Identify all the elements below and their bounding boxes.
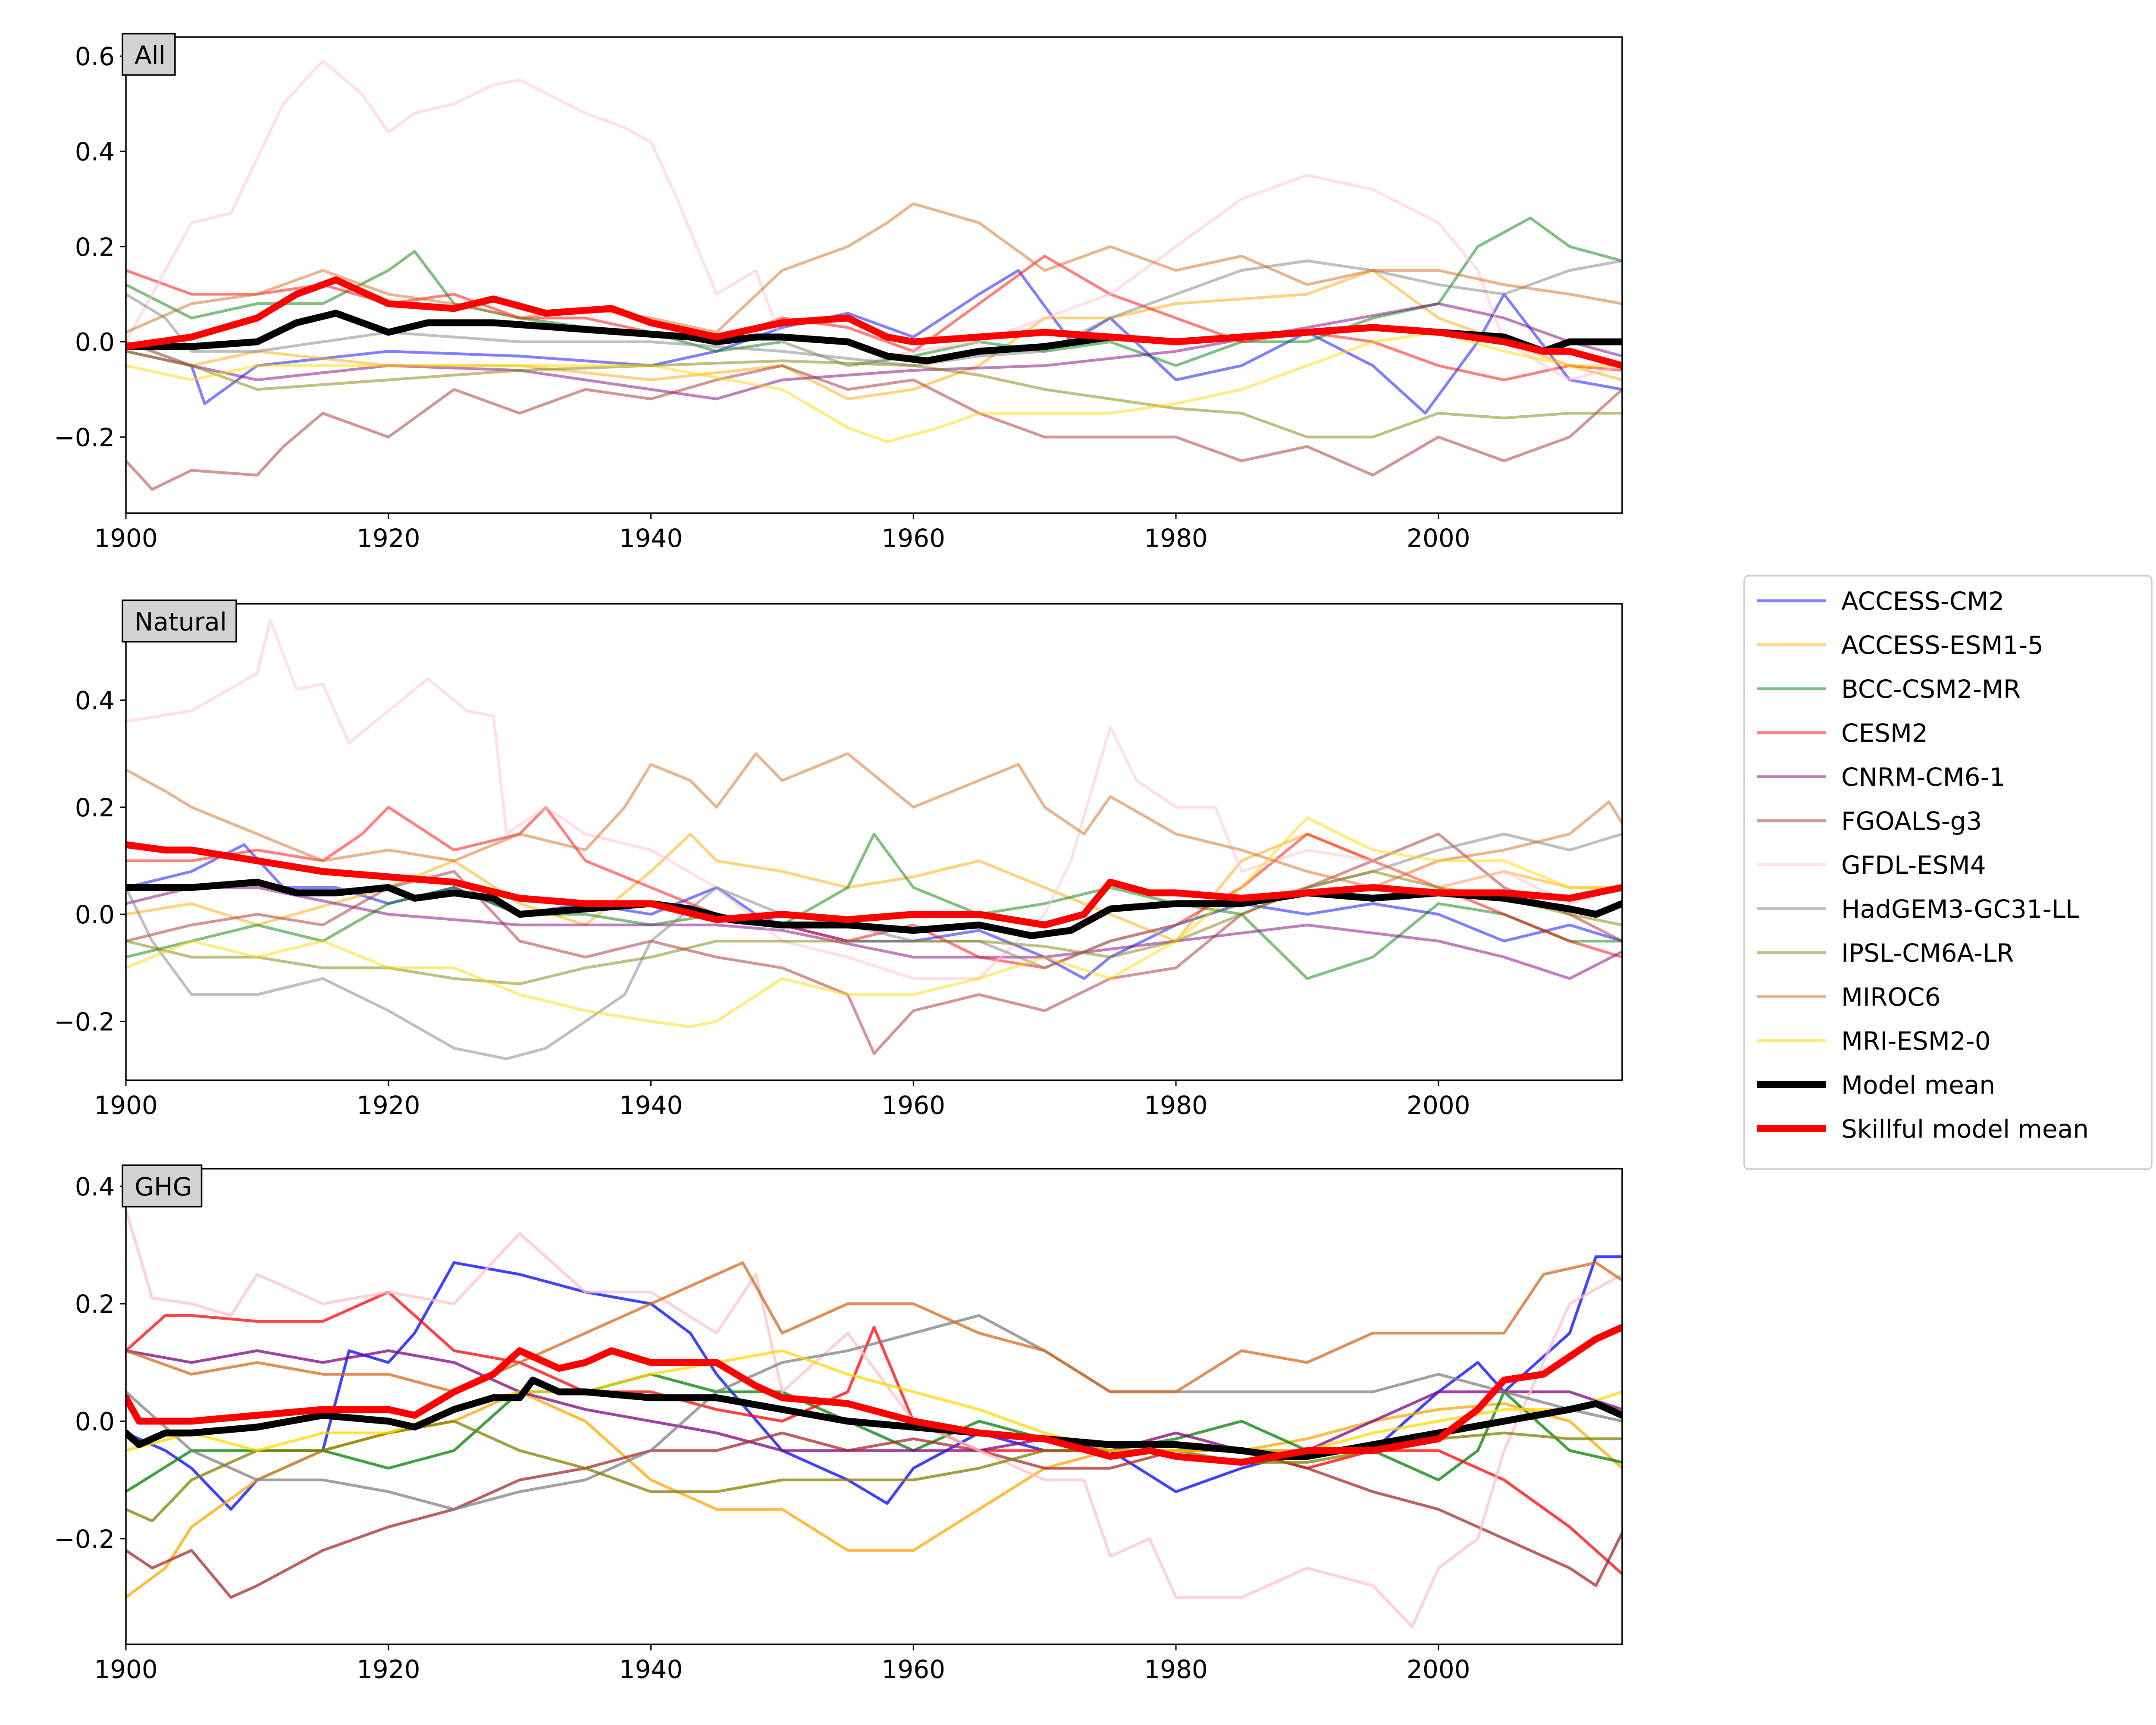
y-tick-label: 0.4 bbox=[75, 137, 115, 166]
series-line-gfdl-esm4 bbox=[126, 59, 1622, 382]
y-tick-label: 0.4 bbox=[75, 686, 115, 715]
y-tick-label: 0.6 bbox=[75, 42, 115, 71]
panel-label-box bbox=[122, 33, 176, 76]
x-tick-label: 2000 bbox=[1407, 1091, 1470, 1120]
x-tick-label: 1980 bbox=[1144, 1091, 1208, 1120]
axes-frame bbox=[125, 1168, 1623, 1645]
legend: ACCESS-CM2 ACCESS-ESM1-5 BCC-CSM2-MR CESM2 C… bbox=[1743, 575, 2153, 1170]
x-tick-label: 2000 bbox=[1407, 524, 1470, 553]
legend-label: Model mean bbox=[1841, 1070, 1995, 1100]
panel-natural: −0.2 0.0 0.2 0.4 1900 1920 1940 1960 1980 2000 Nat… bbox=[54, 599, 1623, 1120]
series-group bbox=[126, 1208, 1622, 1628]
x-tick-label: 1940 bbox=[619, 1655, 683, 1684]
x-tick-label: 1920 bbox=[357, 524, 420, 553]
y-tick-label: 0.2 bbox=[75, 793, 115, 822]
x-tick-label: 1980 bbox=[1144, 524, 1208, 553]
panel-label-box bbox=[122, 1164, 203, 1208]
x-tick-label: 1940 bbox=[619, 524, 683, 553]
x-tick-label: 1960 bbox=[882, 524, 946, 553]
panel-label-box bbox=[122, 599, 237, 643]
legend-label: HadGEM3-GC31-LL bbox=[1841, 894, 2079, 924]
legend-label: MIROC6 bbox=[1841, 982, 1941, 1012]
series-line-cnrm-cm6-1 bbox=[126, 302, 1622, 401]
series-line-hadgem3-gc31-ll bbox=[126, 259, 1622, 367]
y-tick-label: 0.4 bbox=[75, 1172, 115, 1201]
legend-label: MRI-ESM2-0 bbox=[1841, 1026, 1991, 1056]
series-line-cnrm-cm6-1 bbox=[126, 886, 1622, 980]
series-line-cnrm-cm6-1 bbox=[126, 1349, 1622, 1452]
series-line-mri-esm2-0 bbox=[126, 1349, 1622, 1452]
y-tick-label: 0.0 bbox=[75, 900, 115, 929]
legend-label: BCC-CSM2-MR bbox=[1841, 674, 2021, 704]
legend-label: CESM2 bbox=[1841, 718, 1928, 748]
panels: −0.2 0.0 0.2 0.4 0.6 1900 1920 1940 1960 1980 2000… bbox=[54, 33, 1623, 1684]
series-line-hadgem3-gc31-ll bbox=[126, 1314, 1622, 1511]
legend-label: IPSL-CM6A-LR bbox=[1841, 938, 2014, 968]
series-line-ipsl-cm6a-lr bbox=[126, 870, 1622, 985]
series-line-access-cm2 bbox=[126, 269, 1622, 415]
x-tick-label: 1900 bbox=[94, 1655, 158, 1684]
legend-label: Skillful model mean bbox=[1841, 1114, 2089, 1144]
legend-label: FGOALS-g3 bbox=[1841, 806, 1982, 836]
series-line-skillful-model-mean bbox=[126, 841, 1622, 928]
x-tick-label: 1960 bbox=[882, 1091, 946, 1120]
x-tick-label: 1940 bbox=[619, 1091, 683, 1120]
panel-label: All bbox=[135, 41, 166, 70]
x-tick-label: 1900 bbox=[94, 1091, 158, 1120]
panel-label: Natural bbox=[135, 607, 227, 637]
series-group bbox=[126, 618, 1622, 1060]
series-line-skillful-model-mean bbox=[126, 276, 1622, 369]
series-line-cesm2 bbox=[126, 806, 1622, 969]
panel-all: −0.2 0.0 0.2 0.4 0.6 1900 1920 1940 1960 1980 2000… bbox=[54, 33, 1623, 553]
series-line-miroc6 bbox=[126, 202, 1622, 334]
legend-label: ACCESS-ESM1-5 bbox=[1841, 630, 2043, 660]
series-group bbox=[126, 59, 1622, 491]
series-line-fgoals-g3 bbox=[126, 1431, 1622, 1599]
series-line-model-mean bbox=[126, 878, 1622, 939]
legend-label: CNRM-CM6-1 bbox=[1841, 762, 2005, 792]
x-tick-label: 2000 bbox=[1407, 1655, 1470, 1684]
x-tick-label: 1920 bbox=[357, 1655, 420, 1684]
panel-label: GHG bbox=[135, 1172, 192, 1201]
panel-ghg: −0.2 0.0 0.2 0.4 1900 1920 1940 1960 1980 2000 GHG bbox=[54, 1164, 1623, 1684]
y-tick-label: 0.2 bbox=[75, 1289, 115, 1319]
series-line-ipsl-cm6a-lr bbox=[126, 350, 1622, 439]
axes-frame bbox=[125, 36, 1623, 514]
legend-label: GFDL-ESM4 bbox=[1841, 850, 1986, 880]
y-tick-label: 0.0 bbox=[75, 328, 115, 357]
y-tick-label: −0.2 bbox=[54, 423, 115, 452]
x-tick-label: 1960 bbox=[882, 1655, 946, 1684]
y-tick-label: 0.2 bbox=[75, 232, 115, 262]
axes-frame bbox=[125, 603, 1623, 1081]
y-tick-label: −0.2 bbox=[54, 1007, 115, 1036]
y-tick-label: −0.2 bbox=[54, 1524, 115, 1554]
y-tick-label: 0.0 bbox=[75, 1407, 115, 1436]
x-tick-label: 1900 bbox=[94, 524, 158, 553]
series-line-fgoals-g3 bbox=[126, 364, 1622, 491]
series-line-mri-esm2-0 bbox=[126, 331, 1622, 443]
series-line-model-mean bbox=[126, 1377, 1622, 1460]
x-tick-label: 1980 bbox=[1144, 1655, 1208, 1684]
series-line-skillful-model-mean bbox=[126, 1324, 1622, 1466]
series-line-bcc-csm2-mr bbox=[126, 832, 1622, 980]
series-line-mri-esm2-0 bbox=[126, 816, 1622, 1029]
legend-label: ACCESS-CM2 bbox=[1841, 586, 2004, 616]
series-line-miroc6 bbox=[126, 1261, 1622, 1393]
legend-frame bbox=[1743, 575, 2153, 1170]
x-tick-label: 1920 bbox=[357, 1091, 420, 1120]
